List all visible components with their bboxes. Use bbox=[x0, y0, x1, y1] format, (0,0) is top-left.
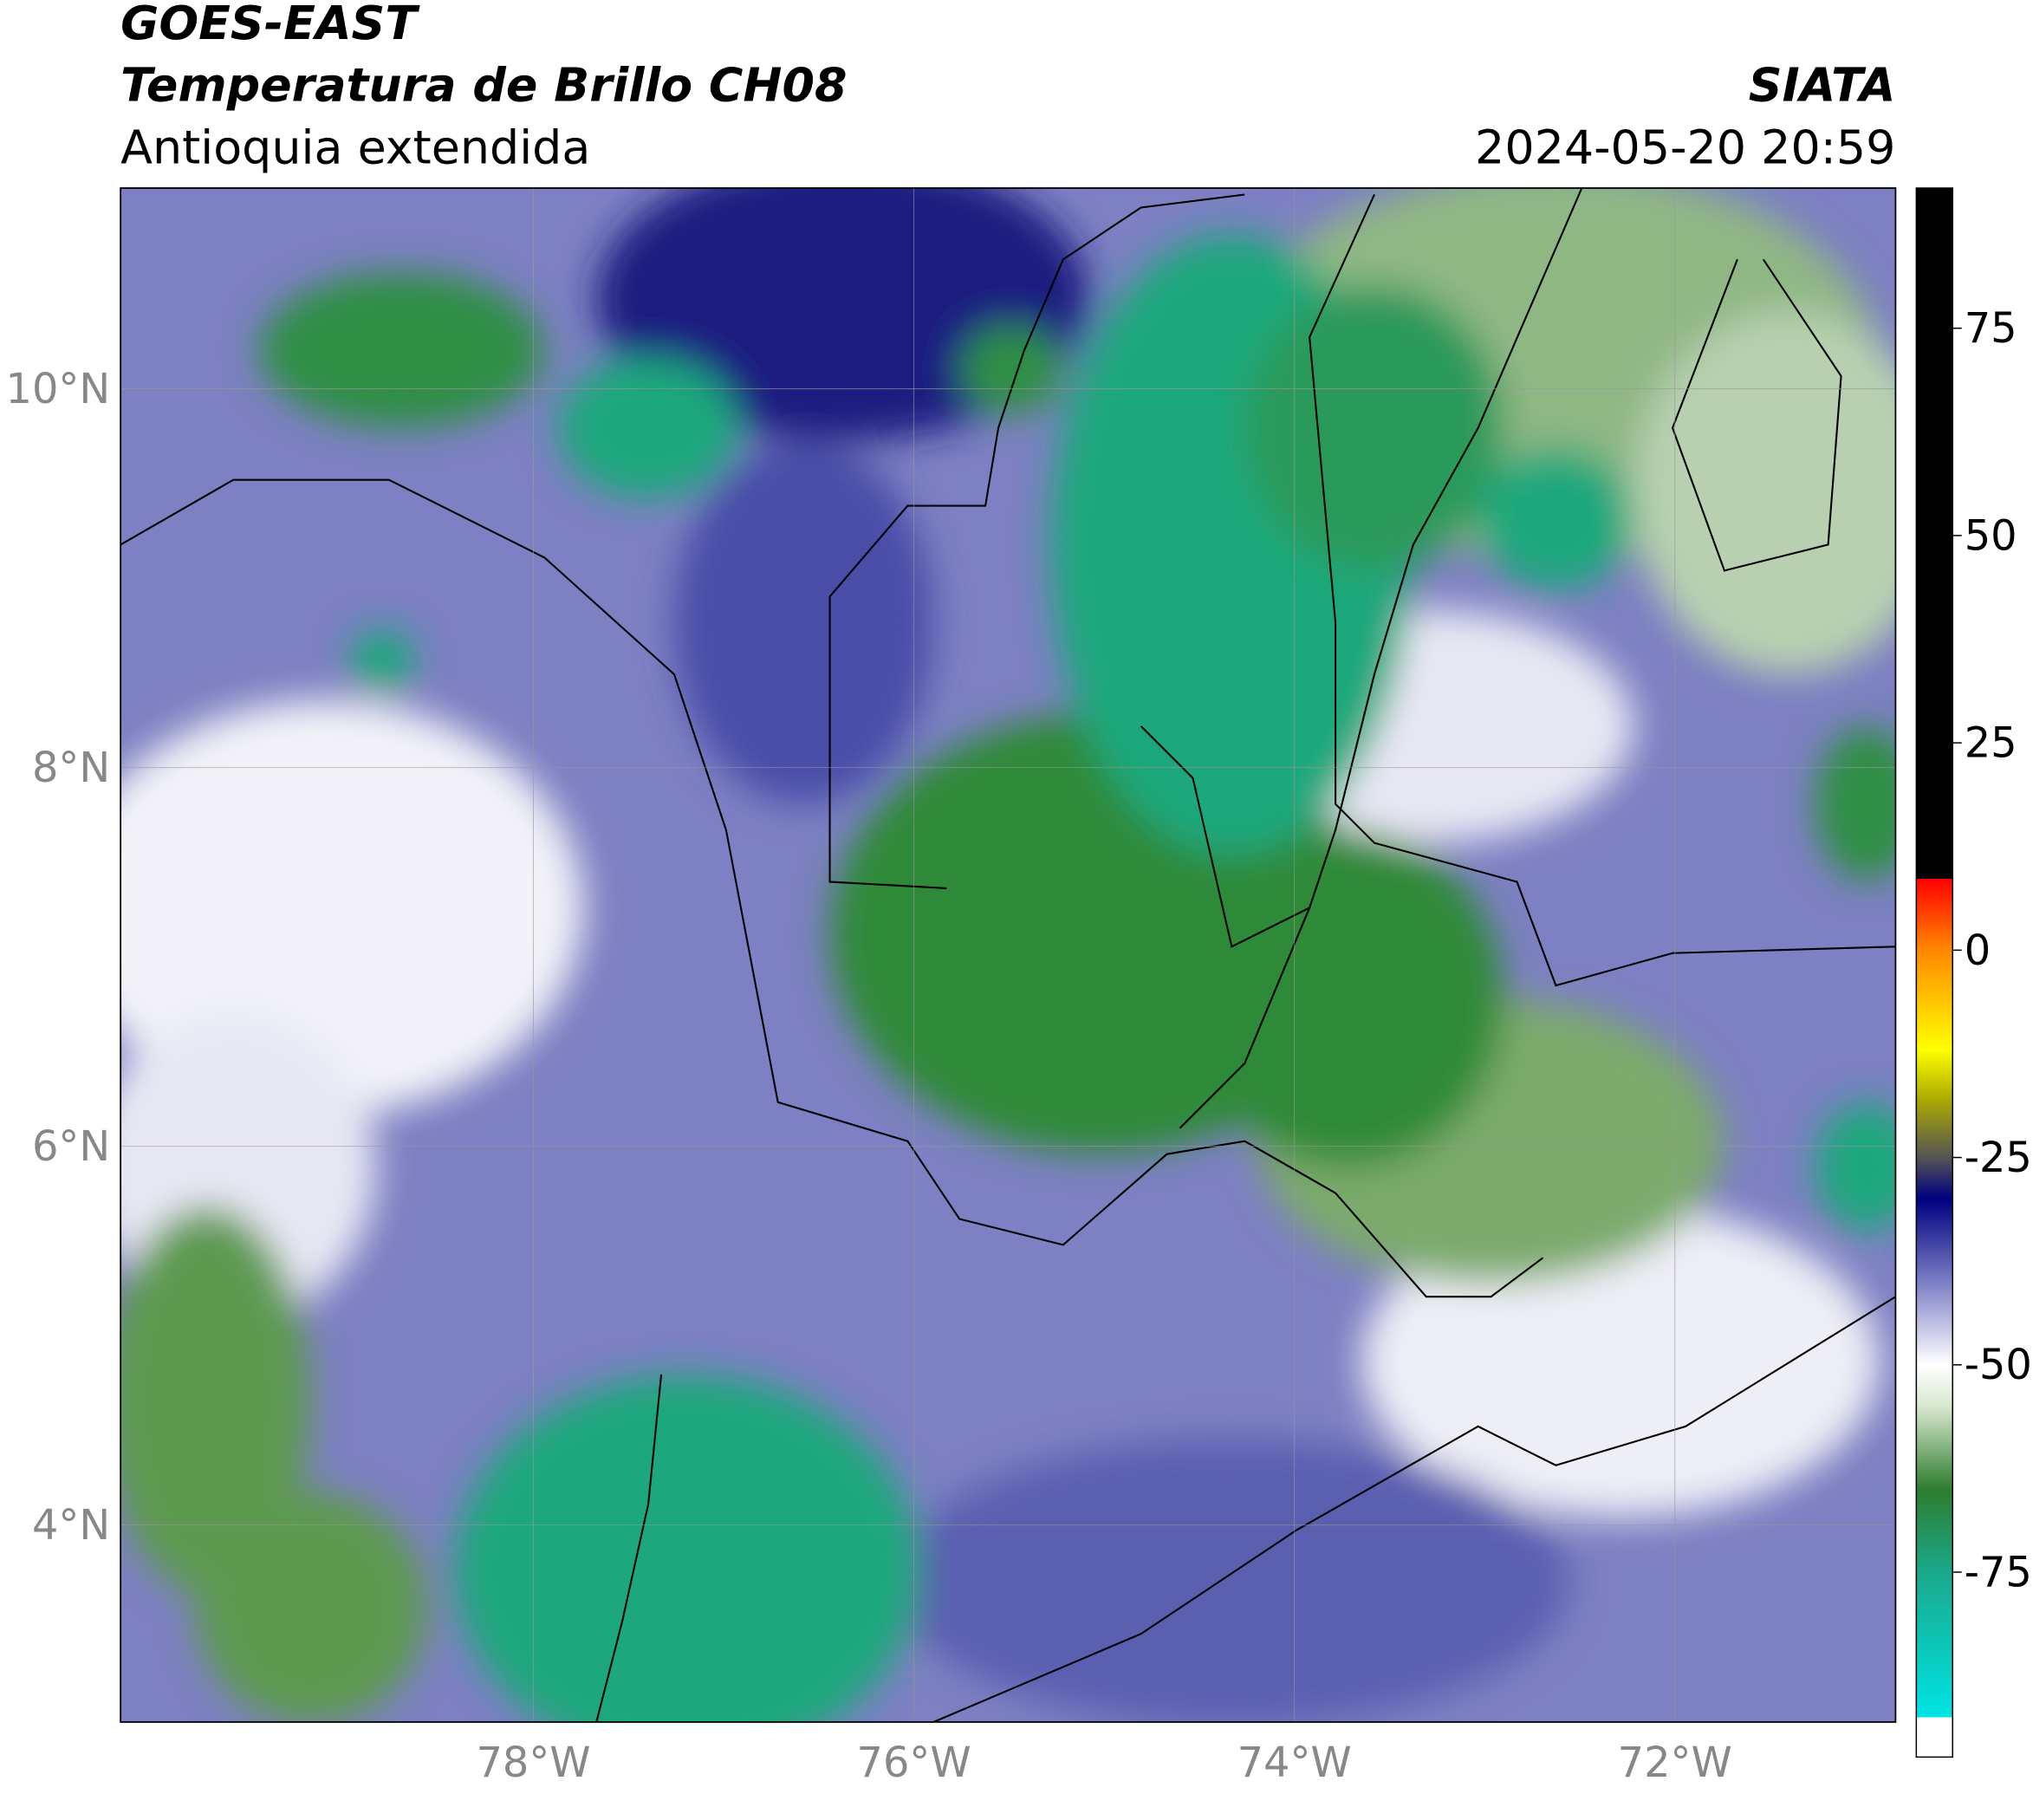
source: SIATA bbox=[1749, 58, 1896, 113]
colorbar-tick-label: -25 bbox=[1965, 1134, 2032, 1182]
lat-tick-label: 10°N bbox=[6, 366, 111, 413]
colorbar-tick-label: -50 bbox=[1965, 1342, 2032, 1389]
colorbar-tick-label: 0 bbox=[1965, 927, 1991, 975]
lon-tick-label: 78°W bbox=[476, 1739, 590, 1787]
colorbar-tick-label: 50 bbox=[1965, 512, 2017, 560]
subtitle: Temperatura de Brillo CH08 bbox=[120, 58, 847, 113]
lat-tick-label: 6°N bbox=[32, 1123, 110, 1171]
colorbar-tick-label: -75 bbox=[1965, 1549, 2032, 1596]
map-frame bbox=[120, 187, 1897, 1723]
lon-tick-label: 76°W bbox=[857, 1739, 971, 1787]
lat-tick-label: 4°N bbox=[32, 1502, 110, 1550]
colorbar-tick-label: 25 bbox=[1965, 720, 2017, 768]
timestamp: 2024-05-20 20:59 bbox=[1475, 120, 1895, 175]
title: GOES-EAST bbox=[120, 0, 420, 50]
colorbar-tick-label: 75 bbox=[1965, 305, 2017, 353]
lat-tick-label: 8°N bbox=[32, 744, 110, 792]
region: Antioquia extendida bbox=[120, 120, 590, 175]
colorbar bbox=[1915, 187, 1953, 1758]
lon-tick-label: 72°W bbox=[1618, 1739, 1732, 1787]
lon-tick-label: 74°W bbox=[1237, 1739, 1352, 1787]
satellite-image bbox=[120, 188, 1896, 1722]
